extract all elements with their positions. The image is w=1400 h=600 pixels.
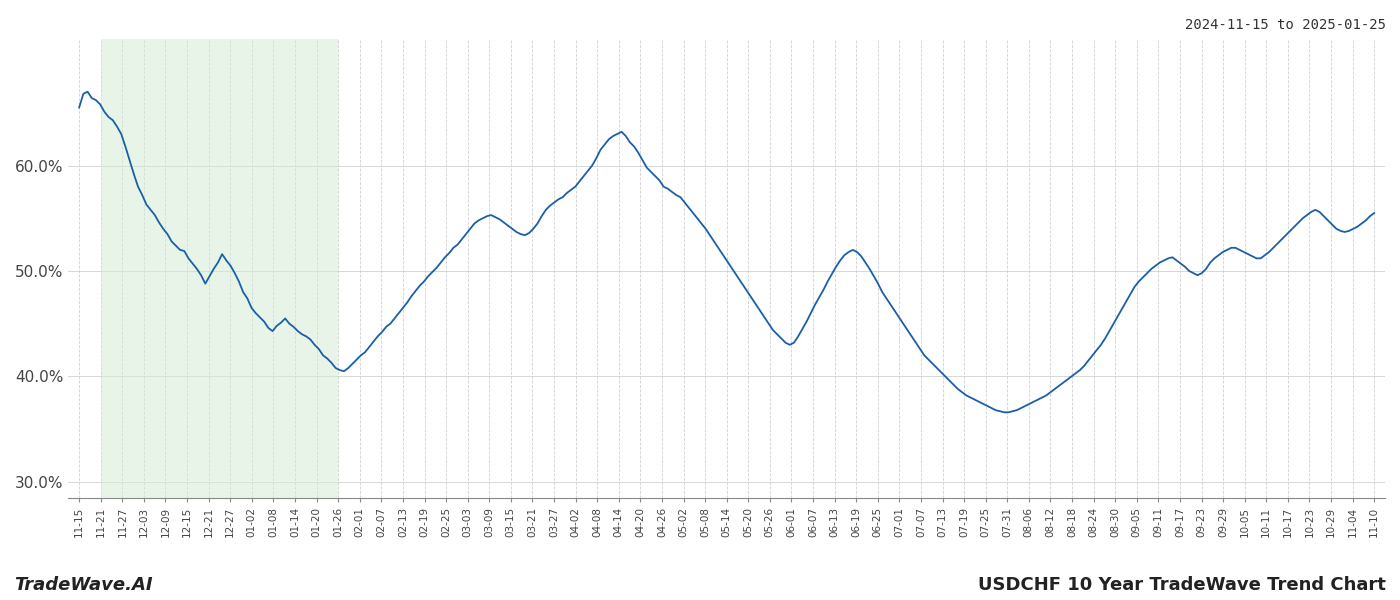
Text: 2024-11-15 to 2025-01-25: 2024-11-15 to 2025-01-25	[1184, 18, 1386, 32]
Text: USDCHF 10 Year TradeWave Trend Chart: USDCHF 10 Year TradeWave Trend Chart	[979, 576, 1386, 594]
Text: TradeWave.AI: TradeWave.AI	[14, 576, 153, 594]
Bar	[101, 39, 339, 498]
